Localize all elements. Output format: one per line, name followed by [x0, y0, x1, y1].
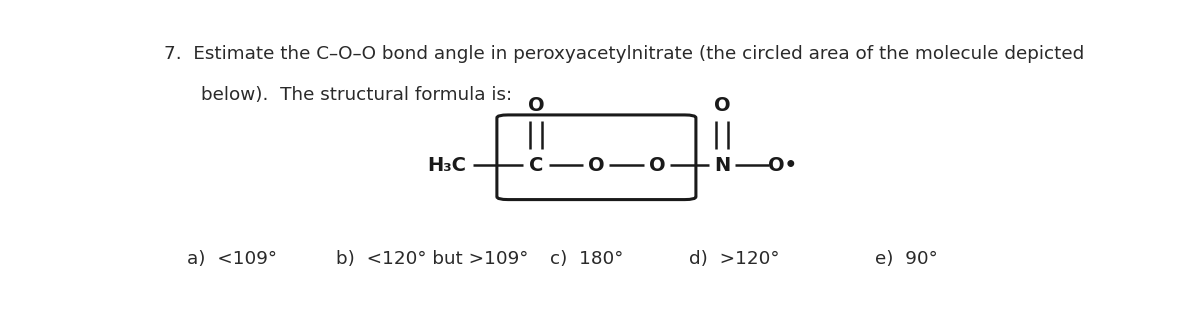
Text: N: N: [714, 156, 730, 175]
Text: b)  <120° but >109°: b) <120° but >109°: [336, 250, 528, 268]
Text: O: O: [714, 96, 731, 115]
Text: O: O: [528, 96, 545, 115]
Text: O: O: [588, 156, 605, 175]
Text: c)  180°: c) 180°: [550, 250, 623, 268]
Text: 7.  Estimate the C–O–O bond angle in peroxyacetylnitrate (the circled area of th: 7. Estimate the C–O–O bond angle in pero…: [164, 45, 1085, 63]
Text: H₃C: H₃C: [427, 156, 466, 175]
Text: e)  90°: e) 90°: [876, 250, 938, 268]
Text: d)  >120°: d) >120°: [689, 250, 780, 268]
Text: C: C: [529, 156, 544, 175]
Text: O: O: [648, 156, 665, 175]
Text: O•: O•: [768, 156, 797, 175]
Text: a)  <109°: a) <109°: [187, 250, 277, 268]
Text: below).  The structural formula is:: below). The structural formula is:: [202, 86, 512, 104]
